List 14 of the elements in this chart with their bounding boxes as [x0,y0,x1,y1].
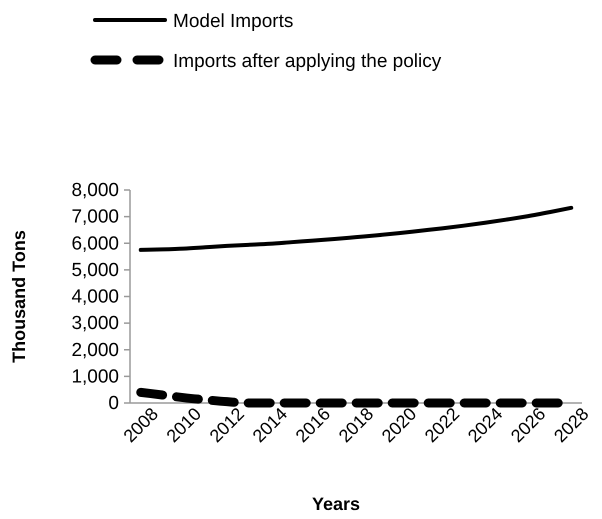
legend-label: Model Imports [173,11,294,32]
y-tick-label: 1,000 [71,366,119,388]
y-tick-label: 2,000 [71,340,119,361]
y-axis-title: Thousand Tons [9,230,29,363]
y-tick-label: 6,000 [71,233,119,254]
y-tick-label: 4,000 [71,286,119,308]
line-series [138,206,574,252]
y-tick-label: 7,000 [71,206,119,228]
y-tick-label: 3,000 [71,313,119,334]
y-tick-label: 0 [108,393,119,414]
y-tick-label: 5,000 [71,260,119,281]
x-axis-title: Years [312,494,360,514]
legend-label: Imports after applying the policy [173,51,442,72]
y-tick-label: 8,000 [71,180,119,202]
